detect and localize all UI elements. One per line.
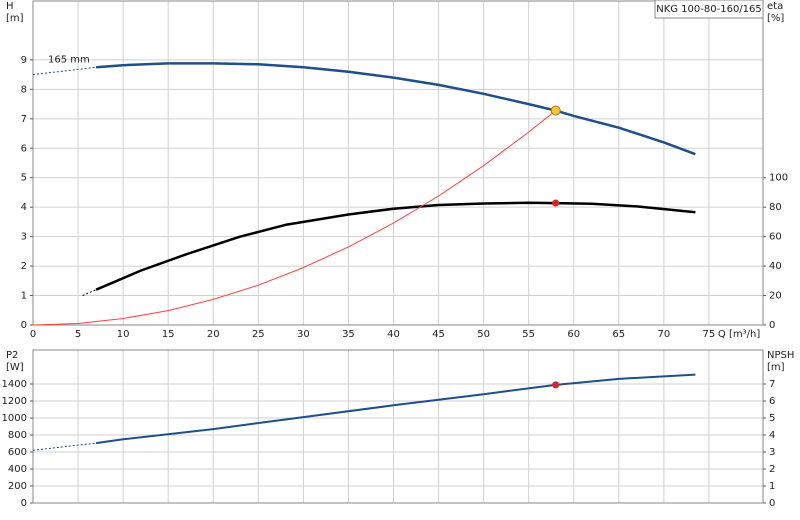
duty-point bbox=[552, 381, 560, 389]
y-tick-label: 200 bbox=[8, 481, 27, 492]
x-tick-label: 70 bbox=[657, 329, 670, 340]
x-tick-label: 45 bbox=[432, 329, 445, 340]
y-axis-unit: [m] bbox=[6, 13, 24, 24]
x-tick-label: 10 bbox=[117, 329, 130, 340]
y2-tick-label: 0 bbox=[769, 498, 775, 509]
curve-id: NKG 100-80-160/165 bbox=[656, 4, 762, 15]
y-tick-label: 5 bbox=[21, 173, 27, 184]
duty-point bbox=[552, 199, 560, 207]
y2-tick-label: 6 bbox=[769, 396, 775, 407]
y-tick-label: 0 bbox=[21, 320, 27, 331]
curve bbox=[95, 373, 696, 445]
x-axis-label: Q [m³/h] bbox=[718, 329, 760, 340]
y2-tick-label: 7 bbox=[769, 379, 775, 390]
curve bbox=[95, 201, 696, 291]
y-axis-unit: [W] bbox=[6, 362, 24, 373]
x-tick-label: 50 bbox=[477, 329, 490, 340]
y2-tick-label: 5 bbox=[769, 413, 775, 424]
x-tick-label: 25 bbox=[252, 329, 265, 340]
x-tick-label: 0 bbox=[30, 329, 36, 340]
y2-tick-label: 60 bbox=[769, 232, 782, 243]
y2-axis-unit: [m] bbox=[767, 362, 785, 373]
y-axis-label: P2 bbox=[6, 350, 18, 361]
x-tick-label: 40 bbox=[387, 329, 400, 340]
curve bbox=[32, 110, 557, 326]
y2-axis-label: NPSH bbox=[767, 350, 794, 361]
x-tick-label: 20 bbox=[207, 329, 220, 340]
curve-id-box bbox=[654, 0, 764, 19]
curve bbox=[96, 62, 696, 156]
y-tick-label: 1200 bbox=[2, 396, 27, 407]
y-tick-label: 1400 bbox=[2, 379, 27, 390]
x-tick-label: 55 bbox=[522, 329, 535, 340]
y-tick-label: 8 bbox=[21, 84, 27, 95]
y2-tick-label: 80 bbox=[769, 202, 782, 213]
y-tick-label: 1000 bbox=[2, 413, 27, 424]
duty-point bbox=[550, 105, 561, 116]
y-tick-label: 3 bbox=[21, 232, 27, 243]
y-tick-label: 6 bbox=[21, 143, 27, 154]
y2-tick-label: 20 bbox=[769, 291, 782, 302]
y-tick-label: 800 bbox=[8, 430, 27, 441]
y2-axis-label: eta bbox=[767, 1, 783, 12]
y-tick-label: 9 bbox=[21, 55, 27, 66]
x-tick-label: 30 bbox=[297, 329, 310, 340]
y2-tick-label: 2 bbox=[769, 464, 775, 475]
y2-axis-unit: [%] bbox=[767, 13, 784, 24]
x-tick-label: 35 bbox=[342, 329, 355, 340]
x-tick-label: 60 bbox=[567, 329, 580, 340]
y-tick-label: 0 bbox=[21, 498, 27, 509]
curve bbox=[32, 442, 97, 451]
y2-tick-label: 0 bbox=[769, 320, 775, 331]
y-tick-label: 1 bbox=[21, 291, 27, 302]
plot-frame bbox=[32, 0, 764, 326]
y2-tick-label: 40 bbox=[769, 261, 782, 272]
y-tick-label: 400 bbox=[8, 464, 27, 475]
curve-label: 165 mm bbox=[48, 55, 90, 66]
y2-tick-label: 100 bbox=[769, 173, 788, 184]
x-tick-label: 5 bbox=[75, 329, 81, 340]
x-tick-label: 15 bbox=[162, 329, 175, 340]
y2-tick-label: 3 bbox=[769, 447, 775, 458]
y-tick-label: 600 bbox=[8, 447, 27, 458]
y2-tick-label: 1 bbox=[769, 481, 775, 492]
y-tick-label: 7 bbox=[21, 114, 27, 125]
x-tick-label: 65 bbox=[612, 329, 625, 340]
curve bbox=[82, 289, 97, 296]
y-tick-label: 4 bbox=[21, 202, 27, 213]
x-tick-label: 75 bbox=[703, 329, 716, 340]
y-tick-label: 2 bbox=[21, 261, 27, 272]
y2-tick-label: 4 bbox=[769, 430, 775, 441]
curve bbox=[32, 66, 97, 76]
y-axis-label: H bbox=[6, 1, 14, 12]
plot-frame bbox=[32, 349, 764, 504]
